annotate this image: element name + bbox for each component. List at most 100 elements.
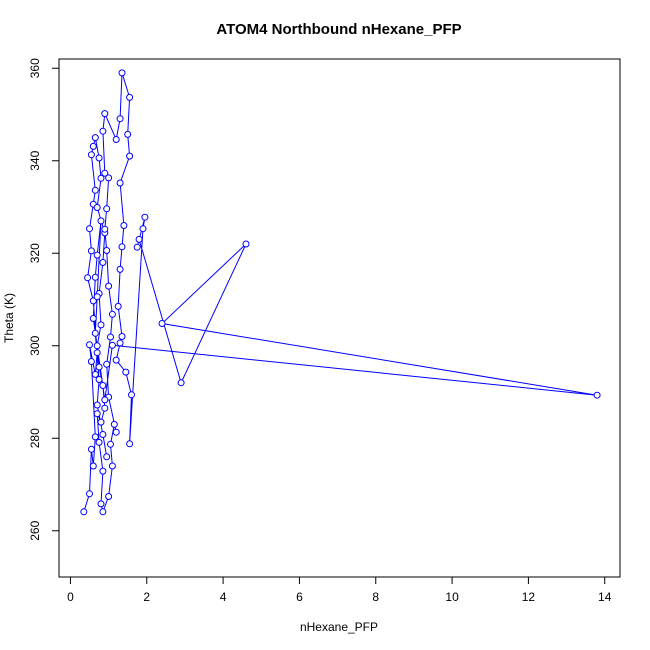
data-point (101, 396, 109, 404)
data-point (93, 204, 101, 211)
data-point (87, 151, 95, 159)
data-point (122, 368, 130, 376)
y-tick-label: 320 (28, 243, 42, 263)
data-point (91, 433, 99, 441)
data-point (116, 179, 124, 187)
data-point (95, 154, 103, 162)
x-tick-label: 14 (598, 590, 612, 604)
x-tick-label: 6 (296, 590, 303, 604)
data-point (103, 205, 111, 213)
y-axis-label: Theta (K) (2, 293, 16, 343)
data-point (93, 349, 101, 357)
y-tick-label: 280 (28, 428, 42, 448)
data-point (91, 273, 99, 281)
data-point (95, 363, 103, 371)
data-point (107, 333, 114, 341)
data-points (80, 69, 601, 516)
chart-title: ATOM4 Northbound nHexane_PFP (216, 21, 461, 38)
data-point (105, 174, 113, 182)
data-point (89, 142, 97, 150)
data-point (126, 93, 134, 101)
y-axis: 260 280 300 320 340 360 (28, 58, 60, 541)
data-point (139, 225, 147, 233)
data-point (91, 134, 99, 142)
data-point (93, 410, 101, 418)
data-point (91, 329, 99, 337)
data-point (91, 370, 99, 378)
data-point (99, 127, 107, 135)
data-point (99, 382, 107, 389)
data-point (103, 453, 111, 461)
x-tick-label: 12 (522, 590, 536, 604)
data-point (133, 243, 141, 251)
data-point (118, 333, 126, 340)
data-point (89, 297, 97, 305)
data-point (112, 356, 120, 364)
data-point (242, 240, 250, 248)
series-line (83, 72, 598, 514)
data-point (87, 247, 95, 255)
data-point (114, 302, 122, 310)
data-point (95, 376, 103, 383)
data-point (80, 508, 88, 516)
data-point (124, 130, 132, 138)
data-point (112, 136, 120, 143)
data-point (101, 225, 109, 233)
data-point (116, 115, 124, 123)
data-point (97, 174, 105, 182)
data-point (99, 467, 107, 475)
data-point (120, 222, 128, 229)
data-point (107, 440, 114, 448)
y-tick-label: 360 (28, 58, 42, 78)
data-point (97, 217, 105, 225)
data-point (135, 235, 143, 243)
data-point (128, 391, 135, 399)
data-point (97, 500, 105, 508)
data-point (91, 186, 99, 194)
y-tick-label: 260 (28, 520, 42, 540)
x-tick-label: 10 (445, 590, 459, 604)
data-point (112, 428, 120, 436)
data-point (126, 152, 134, 160)
data-point (99, 508, 107, 516)
x-tick-label: 4 (220, 590, 227, 604)
data-point (89, 315, 97, 322)
data-point (97, 321, 105, 329)
x-axis-label: nHexane_PFP (300, 620, 378, 634)
data-point (93, 293, 101, 301)
y-tick-label: 340 (28, 150, 42, 170)
data-point (118, 243, 126, 251)
data-point (93, 401, 101, 409)
data-point (101, 169, 109, 177)
data-point (101, 404, 109, 412)
data-point (118, 69, 126, 77)
data-point (105, 282, 113, 290)
data-point (99, 431, 107, 438)
data-point (86, 490, 93, 498)
data-point (108, 462, 116, 470)
data-point (101, 110, 109, 118)
data-point (116, 265, 124, 273)
data-point (87, 358, 95, 365)
data-point (89, 462, 97, 470)
plot-frame (58, 58, 621, 578)
data-point (93, 251, 101, 259)
x-tick-label: 2 (143, 590, 150, 604)
x-tick-label: 0 (67, 590, 74, 604)
data-point (86, 225, 93, 233)
data-point (103, 360, 111, 368)
data-point (110, 420, 118, 428)
data-point (103, 247, 111, 254)
data-point (87, 445, 95, 453)
data-point (86, 341, 93, 349)
x-tick-label: 8 (372, 590, 379, 604)
data-point (108, 341, 116, 349)
data-point (84, 274, 92, 282)
data-point (108, 310, 116, 318)
y-tick-label: 300 (28, 335, 42, 355)
data-point (126, 440, 134, 448)
data-point (99, 259, 107, 266)
data-point (95, 438, 103, 446)
data-point (593, 391, 601, 399)
